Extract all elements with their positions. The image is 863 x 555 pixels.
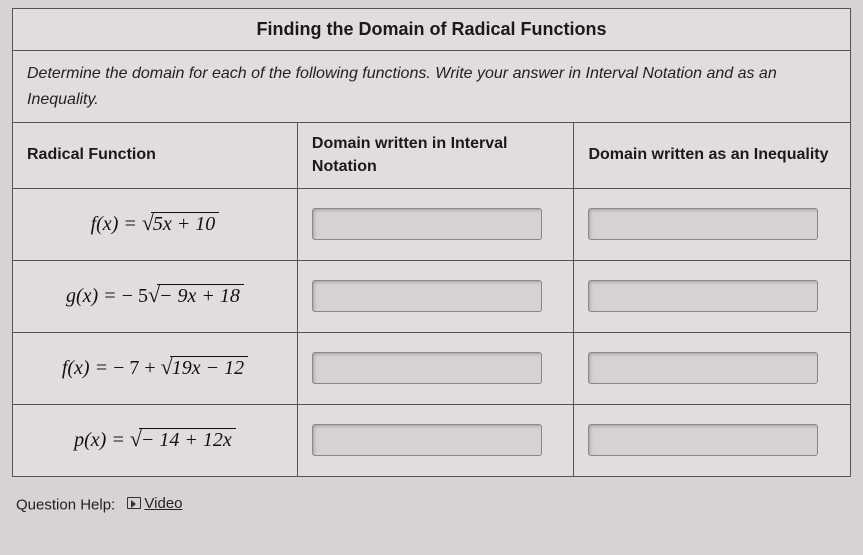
table-row: g(x) = − 5√− 9x + 18 [13, 260, 851, 332]
header-radical-function: Radical Function [13, 123, 298, 189]
table-row: f(x) = − 7 + √19x − 12 [13, 332, 851, 404]
inequality-input[interactable] [588, 352, 818, 384]
video-link[interactable]: Video [127, 495, 182, 512]
sqrt-icon: √− 9x + 18 [148, 284, 244, 308]
table-row: p(x) = √− 14 + 12x [13, 404, 851, 476]
header-inequality: Domain written as an Inequality [574, 123, 851, 189]
sqrt-icon: √5x + 10 [142, 212, 219, 236]
instructions: Determine the domain for each of the fol… [13, 51, 851, 123]
sqrt-icon: √19x − 12 [161, 356, 248, 380]
sqrt-icon: √− 14 + 12x [130, 428, 236, 452]
func-radicand: 19x − 12 [170, 356, 248, 380]
func-before-sqrt: − 5 [122, 285, 148, 307]
inequality-input[interactable] [588, 280, 818, 312]
func-lhs: f(x) = [91, 213, 142, 235]
interval-input[interactable] [312, 280, 542, 312]
play-icon [127, 497, 141, 509]
function-cell: p(x) = √− 14 + 12x [13, 404, 298, 476]
func-radicand: − 14 + 12x [139, 428, 236, 452]
video-label: Video [144, 495, 182, 512]
inequality-input[interactable] [588, 208, 818, 240]
func-lhs: g(x) = [66, 285, 122, 307]
help-label: Question Help: [16, 496, 115, 513]
table-title: Finding the Domain of Radical Functions [13, 9, 851, 51]
func-radicand: − 9x + 18 [157, 284, 244, 308]
func-lhs: f(x) = [62, 357, 113, 379]
function-cell: f(x) = − 7 + √19x − 12 [13, 332, 298, 404]
func-lhs: p(x) = [74, 429, 130, 451]
table-row: f(x) = √5x + 10 [13, 188, 851, 260]
interval-input[interactable] [312, 352, 542, 384]
function-cell: g(x) = − 5√− 9x + 18 [13, 260, 298, 332]
interval-input[interactable] [312, 424, 542, 456]
header-interval-notation: Domain written in Interval Notation [297, 123, 574, 189]
inequality-input[interactable] [588, 424, 818, 456]
question-help: Question Help: Video [12, 477, 851, 518]
domain-table: Finding the Domain of Radical Functions … [12, 8, 851, 477]
interval-input[interactable] [312, 208, 542, 240]
function-cell: f(x) = √5x + 10 [13, 188, 298, 260]
func-radicand: 5x + 10 [151, 212, 219, 236]
func-before-sqrt: − 7 + [113, 357, 161, 379]
